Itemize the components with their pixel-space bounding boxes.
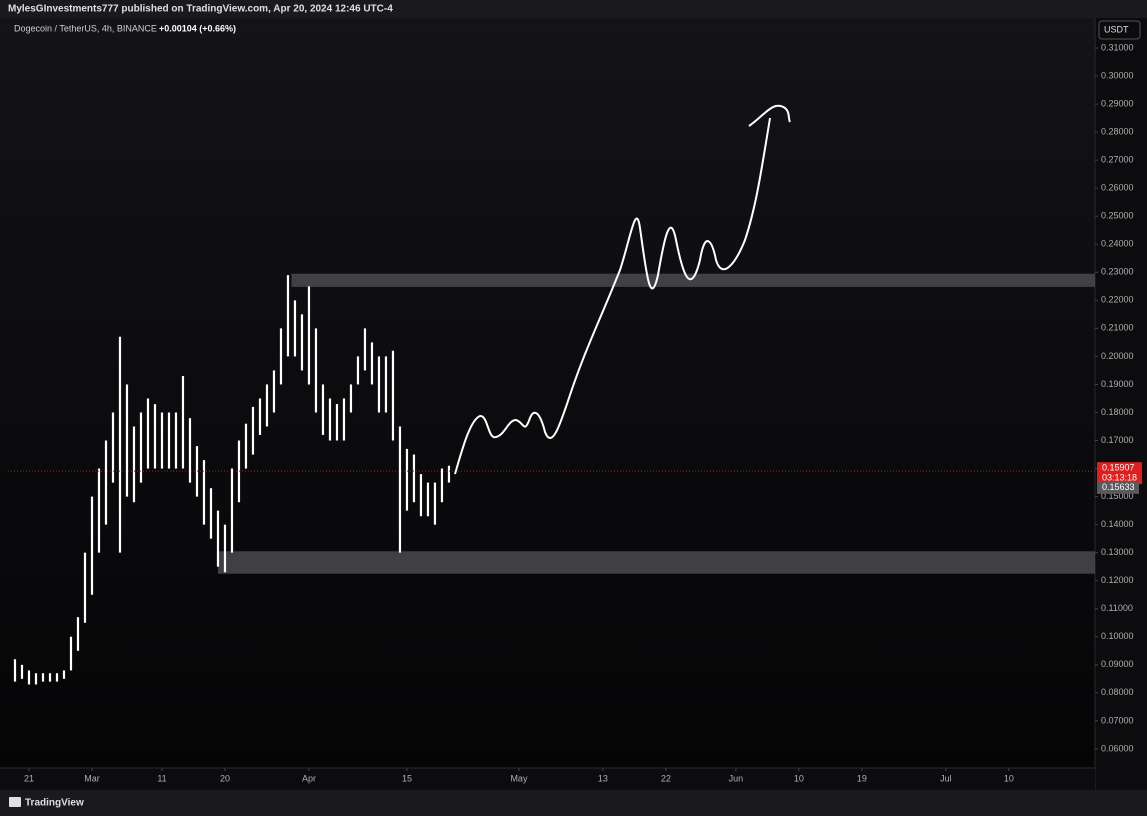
y-tick-label: 0.10000 — [1101, 631, 1134, 641]
y-tick-label: 0.18000 — [1101, 407, 1134, 417]
y-tick-label: 0.25000 — [1101, 211, 1134, 221]
y-tick-label: 0.23000 — [1101, 267, 1134, 277]
x-tick-label: 11 — [157, 773, 166, 783]
y-tick-label: 0.13000 — [1101, 547, 1134, 557]
x-tick-label: 15 — [402, 773, 412, 783]
y-tick-label: 0.31000 — [1101, 42, 1134, 52]
price-axis — [1095, 18, 1147, 790]
currency-box[interactable] — [1098, 20, 1141, 40]
forecast-drawing — [454, 104, 791, 475]
x-tick-label: Jun — [729, 773, 744, 783]
x-tick-label: Apr — [302, 773, 316, 783]
y-tick-label: 0.08000 — [1101, 687, 1134, 697]
y-tick-label: 0.07000 — [1101, 715, 1134, 725]
y-tick-label: 0.17000 — [1101, 435, 1134, 445]
x-tick-label: Jul — [940, 773, 952, 783]
x-tick-label: 22 — [661, 773, 671, 783]
x-tick-label: 19 — [857, 773, 867, 783]
top-bar — [0, 0, 1147, 18]
y-tick-label: 0.15000 — [1101, 491, 1134, 501]
y-tick-label: 0.30000 — [1101, 70, 1134, 80]
y-tick-label: 0.21000 — [1101, 323, 1134, 333]
y-tick-label: 0.22000 — [1101, 295, 1134, 305]
second-price: 0.15633 — [1102, 482, 1135, 492]
second-price-tag — [1097, 481, 1139, 494]
publisher: MylesGInvestments777 published on Tradin… — [8, 4, 393, 15]
x-tick-label: May — [510, 773, 528, 783]
time-axis — [0, 768, 1095, 790]
change: +0.00104 (+0.66%) — [159, 23, 236, 33]
brand: TradingView — [25, 798, 84, 809]
y-tick-label: 0.26000 — [1101, 183, 1134, 193]
footer-bar — [0, 790, 1147, 816]
x-tick-label: 10 — [1004, 773, 1014, 783]
x-tick-label: 20 — [220, 773, 230, 783]
zone — [217, 551, 1095, 574]
zone — [291, 273, 1096, 287]
plot-area — [0, 18, 1095, 768]
y-tick-label: 0.24000 — [1101, 239, 1134, 249]
y-tick-label: 0.20000 — [1101, 351, 1134, 361]
y-tick-label: 0.29000 — [1101, 98, 1134, 108]
logo — [9, 797, 21, 807]
x-tick-label: 10 — [794, 773, 804, 783]
y-tick-label: 0.19000 — [1101, 379, 1134, 389]
x-tick-label: 13 — [598, 773, 608, 783]
y-tick-label: 0.28000 — [1101, 126, 1134, 136]
x-tick-label: 21 — [24, 773, 34, 783]
last-price-tag — [1097, 462, 1142, 485]
countdown: 03:13:18 — [1102, 473, 1137, 483]
y-tick-label: 0.14000 — [1101, 519, 1134, 529]
currency: USDT — [1104, 24, 1129, 34]
y-tick-label: 0.11000 — [1101, 603, 1133, 613]
plot — [8, 273, 1096, 685]
last-price: 0.15907 — [1102, 463, 1135, 473]
y-tick-label: 0.27000 — [1101, 155, 1134, 165]
x-tick-label: Mar — [84, 773, 100, 783]
y-tick-label: 0.09000 — [1101, 659, 1134, 669]
y-tick-label: 0.12000 — [1101, 575, 1134, 585]
y-tick-label: 0.06000 — [1101, 743, 1134, 753]
chart-title: Dogecoin / TetherUS, 4h, BINANCE — [14, 23, 157, 33]
